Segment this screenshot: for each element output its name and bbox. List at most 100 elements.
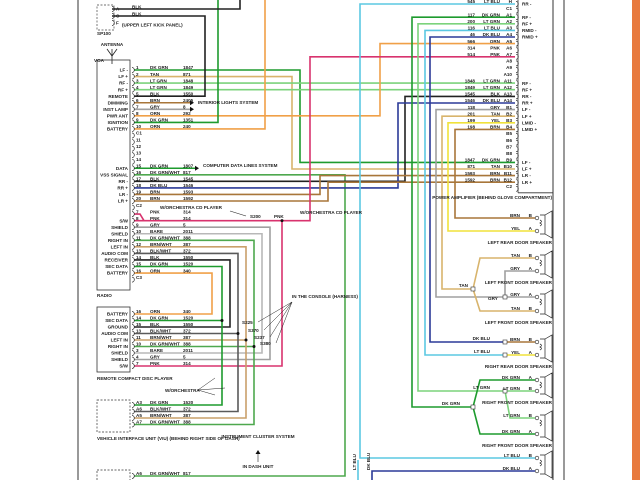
pin-terminal-icon <box>131 158 135 165</box>
radio-wire-color: DK GRN <box>150 163 169 168</box>
in-console-label: IN THE CONSOLE (HARNESS) <box>292 294 358 299</box>
speaker-terminal-icon <box>534 431 540 437</box>
radio-wire-color: GRY <box>150 105 160 110</box>
speaker-wire-color: GRY <box>510 292 520 297</box>
pin-terminal-icon <box>111 6 115 12</box>
amp-circuit-number: 117 <box>468 12 476 17</box>
amp-pin-function: RF - <box>522 81 531 86</box>
radio-wire-1 <box>134 75 515 170</box>
radio-pin-number: 8 <box>136 216 139 221</box>
radio-pin-function: LEFT IN <box>111 244 129 249</box>
amp-wire-rf-minus <box>411 16 515 408</box>
remote-cd-pin-number: 15 <box>136 322 142 327</box>
pin-terminal-icon <box>131 99 135 106</box>
remote-cd-circuit-number: 372 <box>183 329 191 334</box>
amp-wire-color: DK GRN <box>482 158 501 163</box>
amp-label: POWER AMPLIFIER (BEHIND GLOVE COMPARTMEN… <box>432 195 552 200</box>
remote-cd-circuit-number: 2011 <box>183 348 193 353</box>
amp-wire-rf-plus <box>417 22 535 392</box>
amp-wire-color: LT GRN <box>483 85 500 90</box>
radio-wire-color: DK GRN <box>150 262 169 267</box>
remote-cd-circuit-number: 340 <box>183 309 191 314</box>
speaker-7-dkblu-wire <box>371 470 535 480</box>
amp-pin-number: B2 <box>506 111 512 116</box>
radio-wire-25 <box>134 232 263 354</box>
radio-wire-22 <box>134 213 145 222</box>
vertical-dkblu-label: DK BLU <box>366 452 371 470</box>
viu-wire-color: BLK/WHT <box>150 407 171 412</box>
radio-wire-color: DK GRN <box>150 118 169 123</box>
leader-line <box>263 301 293 331</box>
remote-cd-pin-function: SHIELD <box>111 351 129 356</box>
amp-wire-color: LT BLU <box>484 26 501 31</box>
remote-cd-wire-color: BARE <box>150 348 163 353</box>
speaker-terminal-icon <box>534 255 540 261</box>
leader-line <box>197 387 226 391</box>
amp-circuit-number: 1592 <box>465 177 476 182</box>
radio-pin-function: RF + <box>118 87 128 92</box>
pin-terminal-icon <box>131 415 135 421</box>
radio-pin-number: 16 <box>136 268 142 273</box>
amp-pin-function: LR - <box>522 173 531 178</box>
splice-dot <box>236 332 240 335</box>
amp-wire-color: BRN <box>490 177 501 182</box>
radio-wire-color: PNK <box>150 209 160 214</box>
radio-pin-number: C3 <box>136 275 142 280</box>
radio-wire-color: LT GRN <box>150 85 167 90</box>
pin-terminal-icon <box>131 250 135 257</box>
amp-wire-color: LT GRN <box>483 19 500 24</box>
pin-terminal-icon <box>131 86 135 93</box>
ltblu-label: LT BLU <box>474 349 491 354</box>
radio-wire-color: BLK/WHT <box>150 249 171 254</box>
computer-data-label: COMPUTER DATA LINES SYSTEM <box>203 163 278 168</box>
dkblu-label: DK BLU <box>473 336 491 341</box>
splice-label: S237 <box>254 335 265 340</box>
speaker-terminal-icon <box>534 388 540 394</box>
radio-pin-number: 3 <box>136 78 139 83</box>
radio-label: RADIO <box>97 293 112 298</box>
speaker-wire-color: TAN <box>511 306 521 311</box>
remote-cd-wire-color: PNK <box>150 361 160 366</box>
antenna-icon <box>106 48 118 64</box>
amp-pin-function: LF - <box>522 160 531 165</box>
radio-pin-number: 6 <box>136 98 139 103</box>
amp-circuit-number: 118 <box>468 105 476 110</box>
speaker-wire-color: YEL <box>511 350 520 355</box>
bottom-connector-circuit: 817 <box>183 471 191 476</box>
amp-pin-function: RR + <box>522 101 533 106</box>
radio-pin-number: C2 <box>136 203 142 208</box>
radio-circuit-number: 314 <box>183 209 191 214</box>
radio-circuit-number: 5 <box>183 222 186 227</box>
pnk-branch-wire <box>134 220 283 367</box>
inline-connector-icon <box>470 286 476 292</box>
radio-pin-number: 13 <box>136 150 142 155</box>
pin-terminal-icon <box>131 224 135 231</box>
radio-circuit-number: 387 <box>183 242 191 247</box>
radio-pin-function: DIMMING <box>108 100 129 105</box>
speaker-icon <box>539 210 553 239</box>
radio-circuit-number: 1545 <box>183 177 194 182</box>
pin-terminal-icon <box>131 311 135 317</box>
ltgrn-label: LT GRN <box>473 385 490 390</box>
pin-terminal-icon <box>131 152 135 158</box>
remote-cd-circuit-number: 388 <box>183 342 191 347</box>
radio-circuit-number: 1351 <box>183 118 194 123</box>
orchestra-label-2: W/ORCHESTRA CD PLAYER <box>300 210 363 215</box>
pin-terminal-icon <box>131 211 135 217</box>
amp-circuit-number: 1849 <box>465 85 476 90</box>
pin-terminal-icon <box>131 113 135 119</box>
radio-pin-function: PWR ANT <box>107 113 128 118</box>
pin-terminal-icon <box>131 402 135 408</box>
amp-pin-number: B1 <box>506 105 512 110</box>
amp-circuit-number: 116 <box>468 26 476 31</box>
remote-cd-circuit-number: 1520 <box>183 316 194 321</box>
amp-circuit-number: 314 <box>467 45 475 50</box>
antenna-pin-color: BLK <box>132 5 142 10</box>
radio-wire-color: ORN <box>150 268 161 273</box>
speaker-terminal-icon <box>534 228 540 234</box>
splice-dot <box>220 319 224 322</box>
radio-pin-function: IGNITION <box>108 120 129 125</box>
arrow-icon <box>195 165 199 171</box>
amp-pin-function: LMID - <box>522 120 537 125</box>
speaker-wire-color: GRY <box>510 266 520 271</box>
